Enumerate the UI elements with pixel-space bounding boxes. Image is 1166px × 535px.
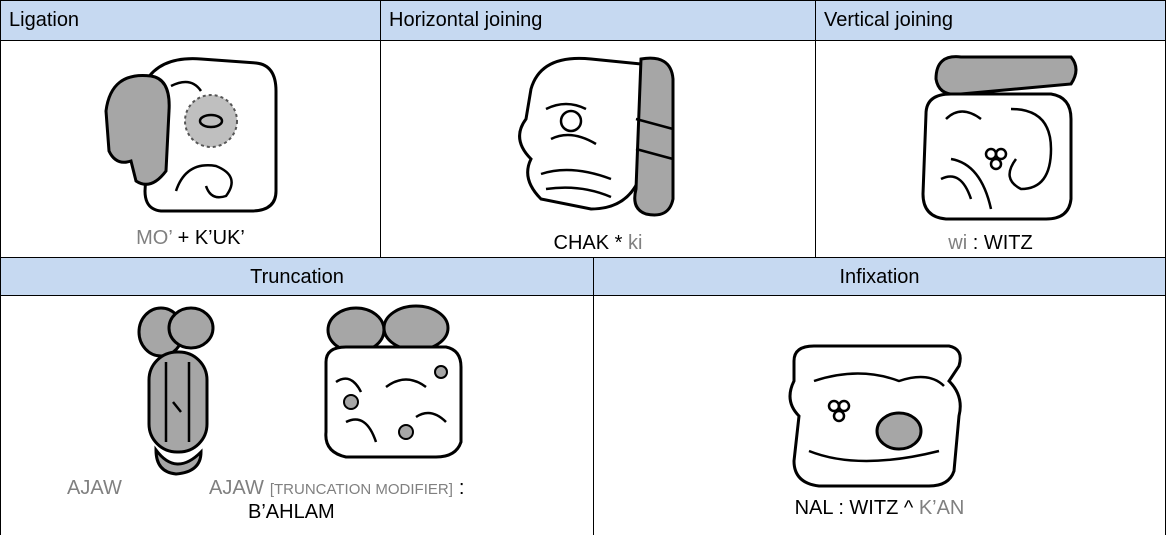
caption-part: ki [628, 232, 643, 254]
body-cell: NAL : WITZ ^ K’AN [593, 295, 1166, 535]
glyph-ajaw [137, 306, 215, 476]
header-cell: Vertical joining [815, 0, 1166, 40]
caption-part: CHAK * [553, 232, 623, 254]
header: Infixation [839, 266, 920, 288]
caption-part: AJAW [209, 477, 264, 499]
caption-group: AJAW [TRUNCATION MODIFIER]: [209, 476, 464, 502]
glyph-vertical-joining [921, 55, 1078, 221]
body-cell: AJAW AJAW [TRUNCATION MODIFIER]: B’AHLAM [0, 295, 593, 535]
header-cell: Truncation [0, 257, 593, 295]
caption-part: MO’ [136, 227, 173, 249]
header-cell: Horizontal joining [380, 0, 815, 40]
caption: CHAK * ki [381, 231, 815, 255]
caption-part: : WITZ [972, 232, 1033, 254]
caption-part: K’AN [918, 497, 965, 519]
caption-part: [TRUNCATION MODIFIER] [269, 481, 453, 498]
header: Truncation [250, 266, 344, 288]
glyph-ligation [104, 57, 278, 213]
glyph-infixation [788, 344, 962, 488]
header: Horizontal joining [389, 9, 543, 31]
body-cell: CHAK * ki [380, 40, 815, 257]
caption-part: + K’UK’ [177, 227, 245, 249]
glyph-bahlam [324, 304, 463, 459]
caption-part: wi [948, 232, 968, 254]
caption-part: AJAW [67, 477, 122, 499]
header: Vertical joining [824, 9, 953, 31]
header: Ligation [9, 9, 80, 31]
caption-part: NAL : WITZ ^ [794, 497, 914, 519]
body-cell: wi : WITZ [815, 40, 1166, 257]
caption-part: : [458, 477, 465, 499]
header-cell: Infixation [593, 257, 1166, 295]
glyph-horizontal-joining [518, 56, 675, 217]
caption: NAL : WITZ ^ K’AN [594, 496, 1165, 520]
caption: MO’ + K’UK’ [1, 226, 380, 250]
body-cell: MO’ + K’UK’ [0, 40, 380, 257]
caption: wi : WITZ [816, 231, 1165, 255]
header-cell: Ligation [0, 0, 380, 40]
caption-part: B’AHLAM [248, 501, 335, 523]
